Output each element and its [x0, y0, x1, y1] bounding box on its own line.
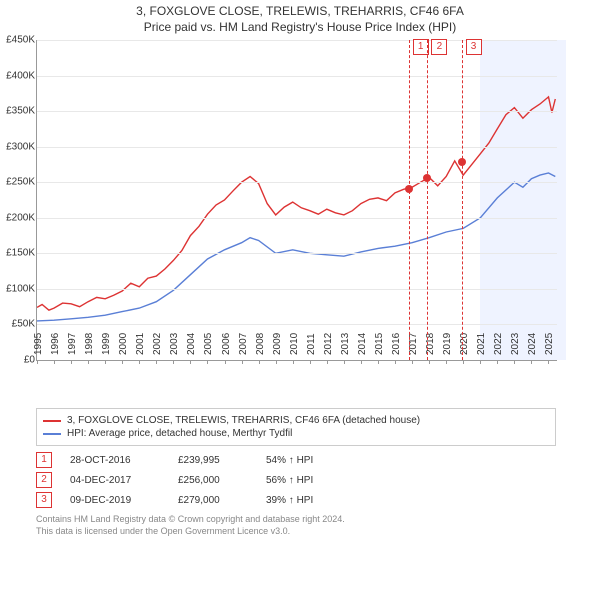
x-axis-label: 2003: [169, 333, 180, 355]
y-axis-label: £150K: [1, 248, 35, 259]
legend: 3, FOXGLOVE CLOSE, TRELEWIS, TREHARRIS, …: [36, 408, 556, 446]
x-axis-label: 2021: [476, 333, 487, 355]
y-axis-label: £250K: [1, 177, 35, 188]
sale-num: 2: [36, 472, 52, 488]
legend-row-red: 3, FOXGLOVE CLOSE, TRELEWIS, TREHARRIS, …: [43, 415, 549, 426]
x-axis-label: 2025: [544, 333, 555, 355]
x-axis-label: 1997: [67, 333, 78, 355]
x-axis-label: 2011: [306, 333, 317, 355]
x-axis-label: 2007: [238, 333, 249, 355]
y-axis-label: £400K: [1, 70, 35, 81]
x-axis-label: 2001: [135, 333, 146, 355]
y-axis-label: £100K: [1, 283, 35, 294]
sale-price: £279,000: [178, 495, 248, 506]
x-axis-label: 1998: [84, 333, 95, 355]
sale-pct: 39% ↑ HPI: [266, 495, 313, 506]
legend-swatch-red: [43, 420, 61, 422]
plot-area: £0£50K£100K£150K£200K£250K£300K£350K£400…: [36, 40, 557, 361]
x-axis-label: 2022: [493, 333, 504, 355]
legend-swatch-blue: [43, 433, 61, 435]
x-axis-label: 2015: [374, 333, 385, 355]
y-axis-label: £200K: [1, 212, 35, 223]
sale-num: 3: [36, 492, 52, 508]
sale-date: 09-DEC-2019: [70, 495, 160, 506]
y-axis-label: £350K: [1, 106, 35, 117]
x-axis-label: 2006: [221, 333, 232, 355]
sale-row: 3 09-DEC-2019 £279,000 39% ↑ HPI: [36, 492, 556, 508]
sale-row: 1 28-OCT-2016 £239,995 54% ↑ HPI: [36, 452, 556, 468]
chart: £0£50K£100K£150K£200K£250K£300K£350K£400…: [36, 40, 596, 400]
x-axis-label: 2016: [391, 333, 402, 355]
sale-marker: 3: [466, 39, 482, 55]
x-axis-label: 2005: [203, 333, 214, 355]
chart-subtitle: Price paid vs. HM Land Registry's House …: [4, 20, 596, 34]
legend-label-red: 3, FOXGLOVE CLOSE, TRELEWIS, TREHARRIS, …: [67, 415, 420, 426]
footer-line-2: This data is licensed under the Open Gov…: [36, 526, 556, 538]
x-axis-label: 2019: [442, 333, 453, 355]
x-axis-label: 2024: [527, 333, 538, 355]
y-axis-label: £450K: [1, 35, 35, 46]
x-axis-label: 2012: [323, 333, 334, 355]
sale-price: £239,995: [178, 455, 248, 466]
footer-line-1: Contains HM Land Registry data © Crown c…: [36, 514, 556, 526]
y-axis-label: £0: [1, 355, 35, 366]
sale-pct: 54% ↑ HPI: [266, 455, 313, 466]
footer: Contains HM Land Registry data © Crown c…: [36, 514, 556, 537]
x-axis-label: 2017: [408, 333, 419, 355]
x-axis-label: 2023: [510, 333, 521, 355]
x-axis-label: 1996: [50, 333, 61, 355]
sale-pct: 56% ↑ HPI: [266, 475, 313, 486]
legend-label-blue: HPI: Average price, detached house, Mert…: [67, 428, 292, 439]
sale-num: 1: [36, 452, 52, 468]
x-axis-label: 2004: [186, 333, 197, 355]
x-axis-label: 2013: [340, 333, 351, 355]
x-axis-label: 2010: [289, 333, 300, 355]
sale-date: 28-OCT-2016: [70, 455, 160, 466]
sale-date: 04-DEC-2017: [70, 475, 160, 486]
sale-marker: 1: [413, 39, 429, 55]
y-axis-label: £50K: [1, 319, 35, 330]
sale-price: £256,000: [178, 475, 248, 486]
sales-table: 1 28-OCT-2016 £239,995 54% ↑ HPI 2 04-DEC-201…: [36, 452, 556, 508]
x-axis-label: 2002: [152, 333, 163, 355]
x-axis-label: 2008: [255, 333, 266, 355]
x-axis-label: 2009: [272, 333, 283, 355]
legend-row-blue: HPI: Average price, detached house, Mert…: [43, 428, 549, 439]
y-axis-label: £300K: [1, 141, 35, 152]
x-axis-label: 1995: [33, 333, 44, 355]
chart-lines: [37, 40, 557, 360]
x-axis-label: 2014: [357, 333, 368, 355]
chart-title: 3, FOXGLOVE CLOSE, TRELEWIS, TREHARRIS, …: [4, 4, 596, 18]
x-axis-label: 2000: [118, 333, 129, 355]
sale-marker: 2: [431, 39, 447, 55]
x-axis-label: 1999: [101, 333, 112, 355]
sale-row: 2 04-DEC-2017 £256,000 56% ↑ HPI: [36, 472, 556, 488]
